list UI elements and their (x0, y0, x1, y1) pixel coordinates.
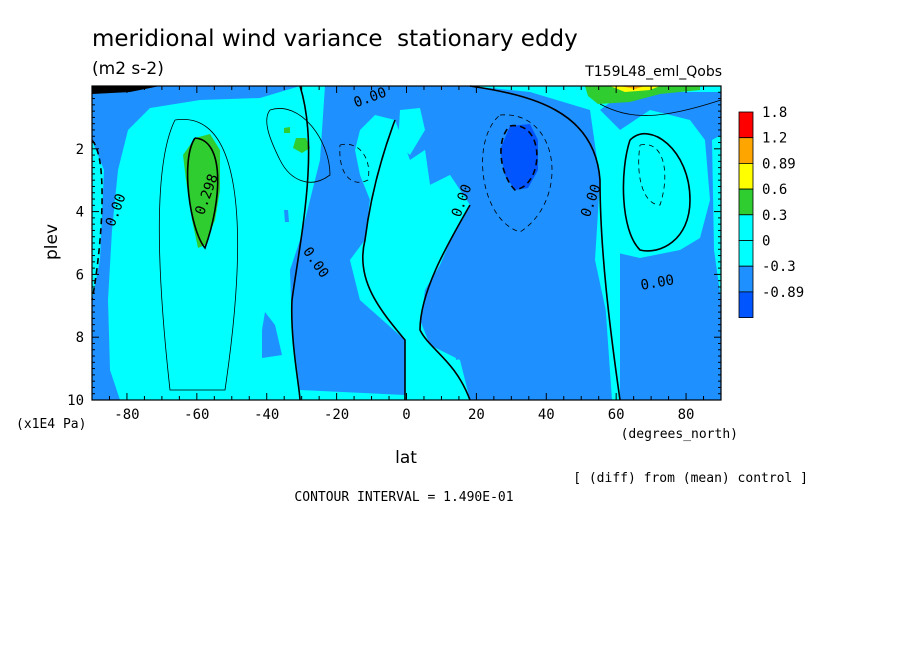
contour-positive-1 (158, 119, 238, 391)
chart-units: (m2 s-2) (92, 59, 164, 79)
positive-dot-south (284, 127, 290, 133)
color-legend: 1.8 1.2 0.89 0.6 0.3 0 -0.3 -0.89 (738, 105, 804, 318)
legend-swatch (738, 111, 754, 139)
zero-contour-tropics-left (362, 119, 406, 400)
legend-label: 0.6 (762, 182, 787, 198)
zero-contour-north-cell (622, 133, 691, 252)
contour-interval-note: CONTOUR INTERVAL = 1.490E-01 (294, 490, 513, 505)
legend-swatch (738, 214, 754, 241)
negative-region-south (92, 86, 300, 400)
run-label: T159L48_eml_Qobs (584, 64, 722, 80)
legend-swatch (738, 291, 754, 318)
neutral-strip-60n (600, 110, 620, 400)
x-tick-label: 80 (678, 407, 695, 423)
x-axis-label: lat (395, 448, 417, 468)
legend-label: 0.89 (762, 156, 796, 172)
positive-speck-south (293, 138, 310, 153)
y-axis-units: (x1E4 Pa) (16, 417, 86, 432)
x-tick-label: -80 (114, 407, 139, 423)
negative-speck-left (284, 210, 289, 222)
strong-negative-core (500, 124, 538, 190)
neutral-region-north (625, 128, 690, 250)
x-axis-units: (degrees_north) (621, 427, 738, 442)
contour-negative-core (500, 125, 538, 191)
legend-label: -0.3 (762, 259, 796, 275)
peak-positive-jet (620, 86, 645, 89)
axis-ticks (91, 85, 722, 401)
x-tick-labels: -80 -60 -40 -20 0 20 40 60 80 (114, 407, 694, 423)
zero-contour-north (469, 85, 621, 401)
contour-0298 (186, 137, 219, 250)
contour-positive-2 (266, 108, 331, 183)
x-tick-label: 20 (468, 407, 485, 423)
legend-swatch (738, 137, 754, 164)
contour-lines (91, 85, 722, 401)
y-tick-label: 8 (76, 330, 84, 346)
zero-contour-south (290, 85, 310, 401)
x-tick-label: -40 (254, 407, 279, 423)
legend-swatch (738, 162, 754, 190)
y-tick-labels: 2 4 6 8 10 (67, 142, 84, 409)
legend-label: 1.8 (762, 105, 787, 121)
y-tick-label: 4 (76, 205, 84, 221)
legend-label: 0.3 (762, 208, 787, 224)
y-tick-label: 2 (76, 142, 84, 158)
x-tick-label: 0 (402, 407, 410, 423)
zero-contour-tropics-right (419, 204, 471, 401)
y-axis-label: plev (42, 224, 62, 260)
positive-core-south (183, 134, 220, 248)
contour-negative-north (638, 144, 666, 206)
legend-label: -0.89 (762, 285, 804, 301)
shaded-fields (92, 86, 721, 400)
negative-patch-left (262, 312, 282, 358)
y-tick-label: 10 (67, 393, 84, 409)
x-tick-label: -20 (324, 407, 349, 423)
legend-swatch (738, 240, 754, 267)
chart-title: meridional wind variance stationary eddy (92, 26, 578, 52)
y-tick-label: 6 (76, 267, 84, 283)
negative-speck-right (455, 346, 463, 360)
positive-region-jet (585, 86, 700, 104)
contour-label: 0.00 (639, 272, 675, 294)
zero-contour-pole (91, 139, 103, 301)
x-tick-label: 60 (608, 407, 625, 423)
legend-swatch (738, 265, 754, 293)
legend-swatch (738, 188, 754, 216)
neutral-strip-90n (712, 135, 721, 300)
negative-region-tropics (290, 86, 620, 400)
x-tick-label: 40 (538, 407, 555, 423)
neutral-patch-upper (398, 108, 425, 155)
contour-jet (599, 99, 722, 116)
legend-label: 1.2 (762, 131, 787, 147)
x-tick-label: -60 (184, 407, 209, 423)
neutral-region-tropics (350, 120, 470, 340)
negative-region-north (600, 92, 721, 400)
legend-label: 0 (762, 234, 770, 250)
footer-diff-note: [ (diff) from (mean) control ] (573, 471, 808, 486)
